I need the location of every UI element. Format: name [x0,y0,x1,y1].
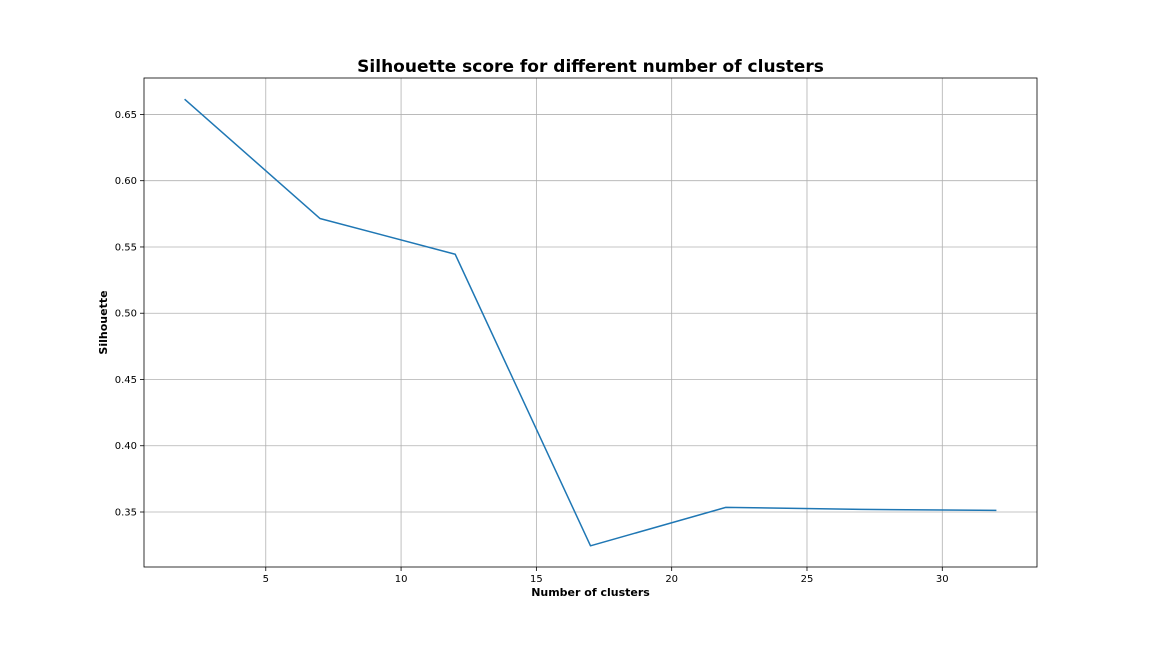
y-tick-label: 0.60 [115,176,137,187]
x-axis-label: Number of clusters [531,586,650,599]
chart-title: Silhouette score for different number of… [357,57,824,77]
grid-lines [144,78,1037,567]
y-tick-label: 0.45 [115,375,137,386]
y-axis-label: Silhouette [97,290,110,354]
series-line [184,98,997,547]
plot-frame [143,77,1038,568]
series-lines [184,98,997,547]
y-tick-label: 0.55 [115,242,137,253]
axis-ticks: 5 10 15 20 25 30 0.35 0.40 0.45 0.50 0.55 0.60 0.65 [115,110,949,585]
y-tick-label: 0.35 [115,508,137,519]
x-tick-label: 25 [801,574,814,585]
x-tick-label: 10 [395,574,408,585]
y-tick-label: 0.40 [115,441,137,452]
y-tick-label: 0.65 [115,110,137,121]
x-tick-label: 20 [665,574,678,585]
x-tick-label: 5 [263,574,269,585]
y-tick-label: 0.50 [115,309,137,320]
x-tick-label: 15 [530,574,543,585]
x-tick-label: 30 [936,574,949,585]
